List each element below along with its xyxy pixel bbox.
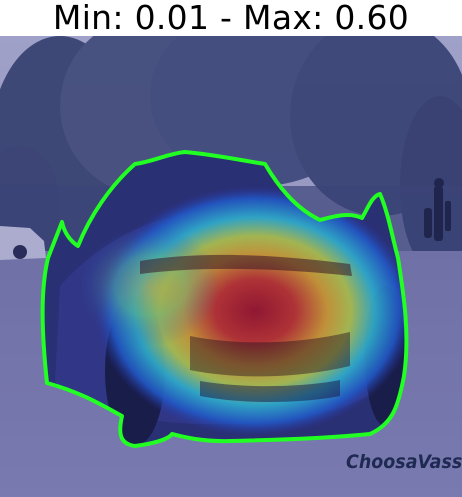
saliency-image (0, 36, 462, 497)
heatmap-title: Min: 0.01 - Max: 0.60 (0, 0, 462, 36)
colormap-tint (0, 36, 462, 497)
watermark-text: ChoosaVassa (346, 449, 447, 475)
